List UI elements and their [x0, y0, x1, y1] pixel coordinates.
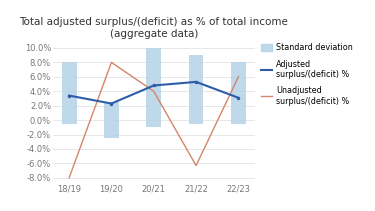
- Bar: [189, 55, 204, 124]
- Title: Total adjusted surplus/(deficit) as % of total income
(aggregate data): Total adjusted surplus/(deficit) as % of…: [20, 17, 288, 39]
- Bar: [146, 48, 161, 127]
- Bar: [62, 62, 76, 124]
- Bar: [231, 62, 246, 124]
- Bar: [104, 102, 119, 138]
- Legend: Standard deviation, Adjusted
surplus/(deficit) %, Unadjusted
surplus/(deficit) %: Standard deviation, Adjusted surplus/(de…: [261, 43, 353, 106]
